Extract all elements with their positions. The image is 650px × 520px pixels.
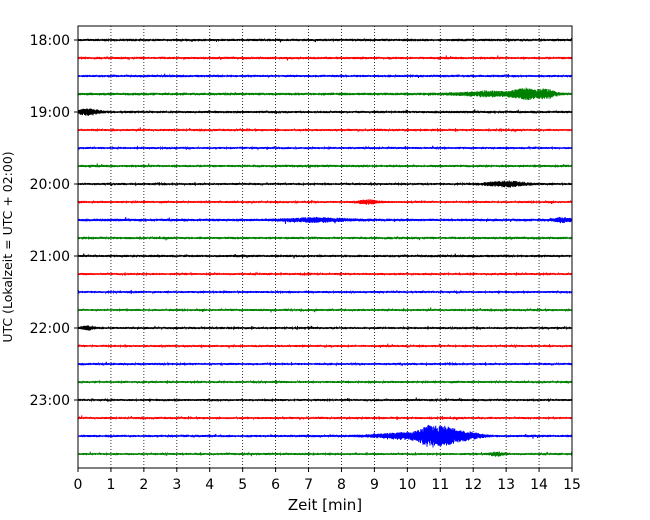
x-axis-ticks: 0 1 2 3 4 5 6 7 8 9 10 11 12 13 14 15	[74, 468, 581, 493]
y-tick-label-4: 22:00	[30, 321, 70, 337]
y-tick-label-2: 20:00	[30, 177, 70, 193]
plot-frame	[77, 25, 573, 469]
trace-2215	[77, 343, 573, 349]
x-tick-label-6: 6	[271, 477, 280, 493]
x-tick-label-2: 2	[139, 477, 148, 493]
trace-2045	[77, 235, 573, 241]
trace-2300	[77, 397, 573, 403]
trace-2230	[77, 361, 573, 367]
x-tick-label-13: 13	[497, 477, 515, 493]
trace-1930	[77, 145, 573, 151]
y-axis-label: UTC (Lokalzeit = UTC + 02:00)	[0, 151, 15, 342]
x-tick-label-12: 12	[464, 477, 482, 493]
trace-1915	[77, 127, 573, 133]
trace-1900	[77, 108, 573, 116]
trace-2130	[77, 289, 573, 295]
trace-2345	[77, 451, 573, 457]
x-tick-label-4: 4	[205, 477, 214, 493]
x-tick-label-11: 11	[431, 477, 449, 493]
x-tick-label-14: 14	[530, 477, 548, 493]
trace-2330	[77, 424, 573, 448]
y-tick-label-3: 21:00	[30, 249, 70, 265]
trace-1945	[77, 163, 573, 169]
seismic-traces	[77, 37, 573, 457]
trace-2245	[77, 379, 573, 385]
trace-2000	[77, 180, 573, 188]
x-tick-label-5: 5	[238, 477, 247, 493]
x-axis-label: Zeit [min]	[288, 496, 362, 514]
trace-2115	[77, 271, 573, 277]
x-tick-label-10: 10	[398, 477, 416, 493]
trace-1845	[77, 87, 573, 101]
trace-2100	[77, 253, 573, 259]
trace-1815	[77, 55, 573, 61]
x-tick-label-9: 9	[370, 477, 379, 493]
trace-2200	[77, 325, 573, 331]
trace-2145	[77, 307, 573, 313]
x-tick-label-8: 8	[337, 477, 346, 493]
trace-2315	[77, 415, 573, 421]
y-axis-ticks: 18:00 19:00 20:00 21:00 22:00 23:00	[30, 33, 78, 409]
trace-1800	[77, 37, 573, 43]
x-tick-label-3: 3	[172, 477, 181, 493]
x-tick-label-0: 0	[74, 477, 83, 493]
x-tick-label-15: 15	[563, 477, 581, 493]
trace-1830	[77, 73, 573, 79]
trace-2030	[77, 216, 573, 224]
y-tick-label-0: 18:00	[30, 33, 70, 49]
x-tick-label-1: 1	[106, 477, 115, 493]
y-tick-label-5: 23:00	[30, 393, 70, 409]
trace-2015	[77, 199, 573, 205]
x-tick-label-7: 7	[304, 477, 313, 493]
y-tick-label-1: 19:00	[30, 105, 70, 121]
